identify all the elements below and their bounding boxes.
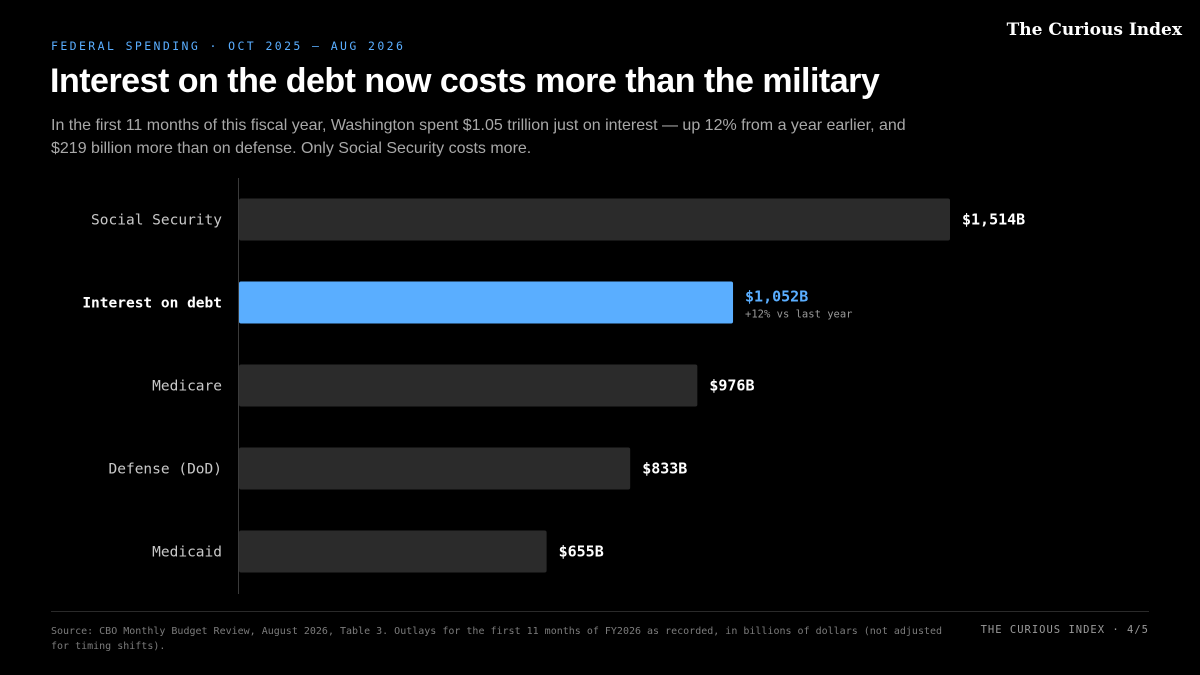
page-indicator: THE CURIOUS INDEX · 4/5 bbox=[980, 624, 1149, 636]
highlight-note: +12% vs last year bbox=[745, 309, 852, 321]
bar-chart: Social Security $1,514B Interest on debt $1… bbox=[82, 178, 1025, 594]
bar bbox=[239, 447, 631, 490]
category-label: Medicare bbox=[152, 379, 222, 395]
bar bbox=[239, 530, 547, 573]
footer-divider bbox=[51, 611, 1149, 612]
value-label: $976B bbox=[709, 377, 754, 395]
category-label: Interest on debt bbox=[82, 296, 222, 312]
category-label: Defense (DoD) bbox=[109, 462, 223, 478]
chart-subtitle: In the first 11 months of this fiscal ye… bbox=[51, 117, 906, 157]
bar bbox=[239, 198, 950, 241]
bar bbox=[239, 364, 698, 407]
value-label: $1,514B bbox=[962, 211, 1025, 229]
chart-title: Interest on the debt now costs more than… bbox=[50, 62, 880, 100]
brand-logo: The Curious Index bbox=[1006, 20, 1182, 40]
category-label: Medicaid bbox=[152, 545, 222, 561]
source-note: Source: CBO Monthly Budget Review, Augus… bbox=[51, 626, 943, 652]
bar-highlight bbox=[239, 281, 734, 324]
chart-kicker: FEDERAL SPENDING · OCT 2025 – AUG 2026 bbox=[51, 39, 406, 53]
category-label: Social Security bbox=[91, 213, 222, 229]
value-label: $1,052B bbox=[745, 288, 808, 306]
value-label: $655B bbox=[559, 543, 604, 561]
value-label: $833B bbox=[642, 460, 687, 478]
